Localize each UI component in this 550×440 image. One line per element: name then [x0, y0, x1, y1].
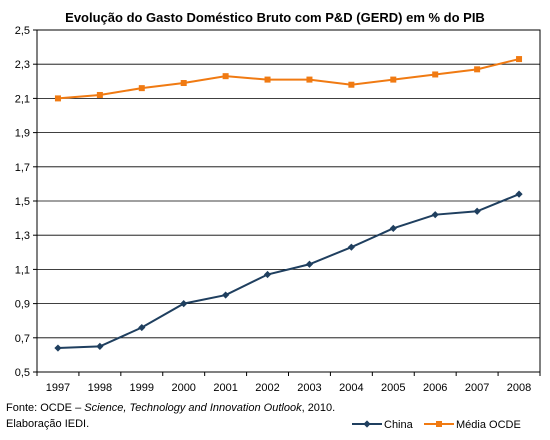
data-point [180, 80, 187, 87]
data-point [222, 73, 229, 80]
data-point [222, 291, 230, 299]
x-tick-label: 1997 [46, 382, 70, 394]
series-china [54, 190, 523, 352]
data-point [390, 76, 397, 83]
x-tick-label: 2005 [381, 382, 405, 394]
y-tick-label: 0,9 [15, 299, 30, 311]
elaboration-note: Elaboração IEDI. [6, 418, 90, 430]
y-tick-label: 1,5 [15, 196, 30, 208]
source-prefix: Fonte: OCDE – [6, 402, 85, 414]
x-tick-label: 2006 [423, 382, 447, 394]
x-tick-label: 2000 [171, 382, 195, 394]
data-point [138, 323, 146, 332]
series-media-ocde [54, 56, 523, 102]
series-line [57, 193, 520, 350]
y-tick-label: 1,7 [15, 162, 30, 174]
source-note: Fonte: OCDE – Science, Technology and In… [6, 402, 335, 415]
legend-marker [363, 420, 371, 428]
data-point [474, 66, 481, 73]
data-point [96, 91, 103, 98]
legend-item: Média OCDE [424, 419, 521, 431]
x-tick-label: 2008 [507, 382, 531, 394]
legend-item: China [352, 419, 414, 431]
series-line [57, 58, 520, 100]
data-point [263, 270, 272, 279]
data-point [180, 300, 188, 308]
y-tick-label: 1,9 [15, 128, 30, 140]
y-tick-label: 2,5 [15, 25, 30, 37]
x-tick-label: 2007 [465, 382, 489, 394]
y-tick-label: 2,1 [15, 93, 30, 105]
y-tick-label: 0,7 [15, 333, 30, 345]
x-tick-label: 2002 [255, 382, 279, 394]
chart-title: Evolução do Gasto Doméstico Bruto com P&… [65, 10, 485, 25]
legend-label: China [384, 419, 414, 431]
data-point [348, 81, 355, 88]
x-tick-label: 1998 [88, 382, 112, 394]
data-point [515, 190, 523, 198]
x-tick-label: 2003 [297, 382, 321, 394]
source-suffix: , 2010. [301, 402, 336, 414]
axes: 0,5 0,7 0,9 1,1 1,3 1,5 1,7 1,9 2,1 2,3 2,5 1997 199… [15, 25, 541, 394]
data-point [305, 260, 314, 268]
y-tick-label: 1,1 [15, 264, 30, 276]
data-point [473, 207, 481, 215]
data-point [138, 85, 145, 92]
x-tick-label: 1999 [130, 382, 154, 394]
y-tick-label: 2,3 [15, 59, 30, 71]
data-point [54, 95, 61, 102]
grid [37, 29, 540, 373]
data-point [389, 224, 397, 232]
data-point [516, 56, 523, 63]
y-tick-label: 0,5 [15, 367, 30, 379]
source-title: Science, Technology and Innovation Outlo… [84, 402, 302, 414]
y-tick-label: 1,3 [15, 230, 30, 242]
data-point [432, 71, 439, 78]
legend: China Média OCDE [352, 419, 521, 431]
data-point [347, 243, 355, 251]
x-tick-label: 2004 [339, 382, 363, 394]
series-layer [54, 56, 523, 352]
data-point [306, 76, 313, 83]
x-tick-label: 2001 [213, 382, 237, 394]
legend-label: Média OCDE [456, 419, 521, 431]
legend-marker [436, 421, 442, 427]
data-point [264, 76, 271, 83]
data-point [96, 342, 104, 350]
data-point [431, 211, 439, 219]
data-point [54, 344, 62, 352]
